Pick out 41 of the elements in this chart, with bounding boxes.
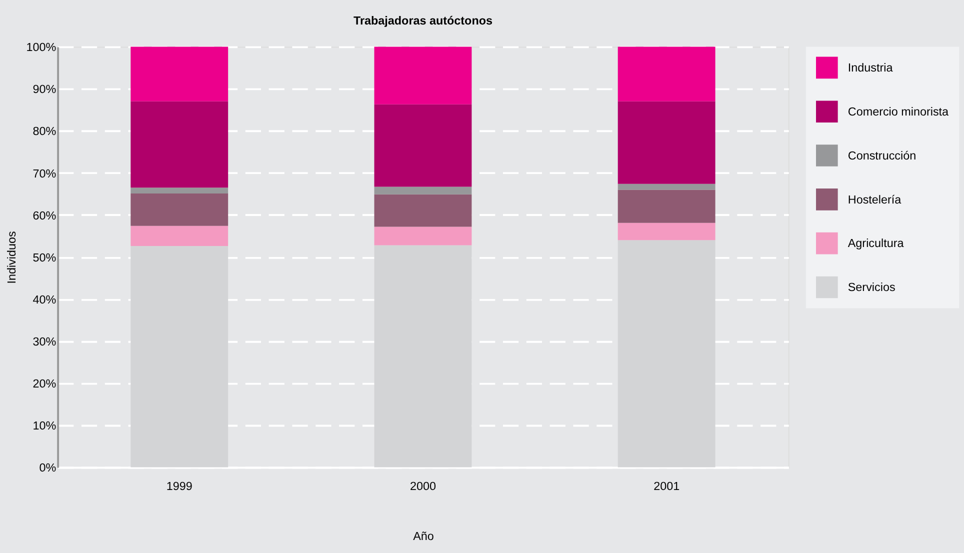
legend-label: Servicios [848,281,896,294]
y-tick-label: 70% [32,167,56,180]
y-tick-label: 100% [26,41,56,54]
y-tick-label: 90% [32,83,56,96]
bar [618,190,716,223]
bar [618,222,716,240]
legend-label: Agricultura [848,237,904,250]
bar [130,188,228,194]
bar [130,226,228,246]
x-tick-label: 1999 [166,480,192,494]
bar [130,193,228,226]
bar [130,46,228,102]
y-tick-label: 50% [32,251,56,264]
legend-label: Comercio minorista [848,106,950,119]
y-axis-title: Individuos [5,231,18,284]
x-tick-label: 2000 [410,480,436,494]
y-tick-label: 20% [32,378,56,391]
bar [618,240,716,468]
x-axis-title: Año [413,530,434,543]
bar [374,46,472,104]
bar [374,194,472,227]
y-tick-label: 30% [32,335,56,348]
y-tick-label: 10% [32,420,56,433]
y-tick-label: 60% [32,209,56,222]
bar [130,101,228,188]
legend-label: Construcción [848,149,916,162]
bar [130,246,228,468]
bar [374,245,472,468]
x-tick-label: 2001 [654,480,680,494]
bar [374,104,472,187]
bar [618,46,716,102]
y-tick-label: 80% [32,125,56,138]
bar [618,184,716,190]
legend-label: Hostelería [848,193,902,206]
legend-label: Industria [848,62,894,75]
bar [374,226,472,246]
bar [374,186,472,194]
y-tick-label: 0% [39,462,56,475]
chart-title: Trabajadoras autóctonos [353,14,493,28]
bar [618,101,716,184]
y-tick-label: 40% [32,293,56,306]
